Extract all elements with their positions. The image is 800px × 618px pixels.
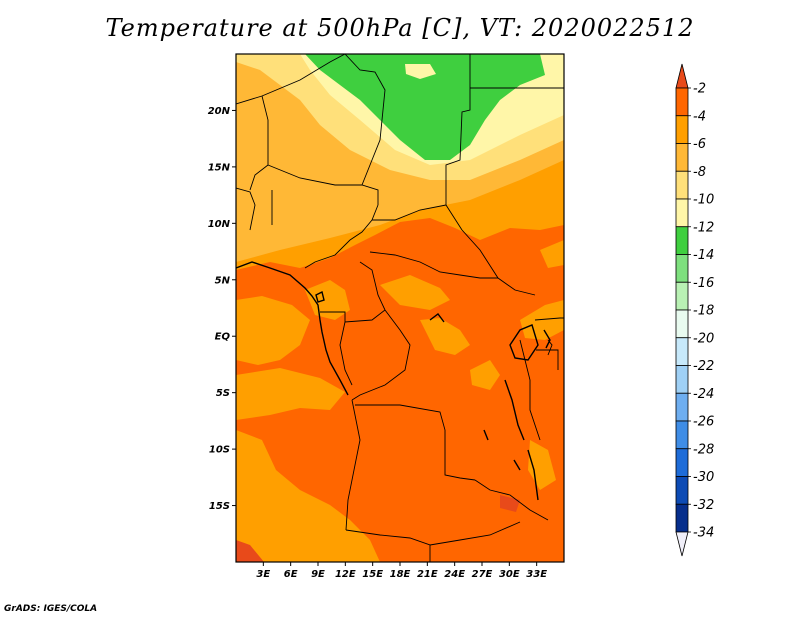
lon-tick-label: 3E bbox=[256, 569, 270, 580]
colorbar-box bbox=[675, 420, 689, 450]
lat-tick-label: 20N bbox=[208, 106, 231, 117]
colorbar-box bbox=[675, 476, 689, 505]
colorbar-box bbox=[675, 448, 689, 477]
lon-tick-label: 6E bbox=[284, 569, 298, 580]
colorbar-box bbox=[675, 170, 689, 200]
lon-tick-label: 33E bbox=[526, 569, 547, 580]
colorbar-label: -22 bbox=[693, 359, 714, 374]
lon-tick-label: 9E bbox=[311, 569, 325, 580]
colorbar-box bbox=[675, 503, 689, 533]
country-borders bbox=[236, 54, 564, 562]
colorbar-label: -12 bbox=[693, 220, 714, 235]
colorbar-label: -20 bbox=[693, 331, 714, 346]
colorbar-box bbox=[675, 143, 689, 172]
colorbar-box bbox=[675, 198, 689, 228]
longitude-axis: 3E 6E 9E 12E 15E 18E 21E 24E 27E 30E 33E bbox=[256, 562, 547, 580]
colorbar-label: -8 bbox=[693, 165, 706, 180]
colorbar-box bbox=[675, 365, 689, 394]
latitude-axis: 20N 15N 10N 5N EQ 5S 10S 15S bbox=[208, 106, 236, 512]
credit-text: GrADS: IGES/COLA bbox=[4, 604, 98, 614]
lon-tick-label: 12E bbox=[335, 569, 356, 580]
lat-tick-label: 10S bbox=[209, 445, 230, 456]
lon-tick-label: 24E bbox=[444, 569, 465, 580]
colorbar-label: -2 bbox=[693, 82, 706, 97]
colorbar-box bbox=[675, 254, 689, 283]
lon-tick-label: 21E bbox=[417, 569, 438, 580]
colorbar-box bbox=[675, 87, 689, 117]
colorbar-label: -26 bbox=[693, 415, 714, 430]
lon-tick-label: 30E bbox=[499, 569, 520, 580]
colorbar-box bbox=[675, 281, 689, 311]
colorbar-top-triangle bbox=[675, 63, 689, 89]
colorbar-label: -18 bbox=[693, 304, 714, 319]
colorbar-label: -30 bbox=[693, 470, 714, 485]
lat-tick-label: 15S bbox=[209, 501, 230, 512]
colorbar-label: -16 bbox=[693, 276, 714, 291]
lon-tick-label: 15E bbox=[362, 569, 383, 580]
temperature-field bbox=[236, 54, 564, 562]
coastline-and-lakes bbox=[236, 261, 551, 501]
colorbar-label: -10 bbox=[693, 193, 714, 208]
colorbar-label: -24 bbox=[693, 387, 714, 402]
lon-tick-label: 27E bbox=[472, 569, 493, 580]
colorbar-label: -28 bbox=[693, 442, 714, 457]
colorbar-box bbox=[675, 115, 689, 144]
lat-tick-label: EQ bbox=[215, 332, 231, 343]
colorbar-box bbox=[675, 337, 689, 366]
colorbar-label: -6 bbox=[693, 137, 706, 152]
colorbar-label: -4 bbox=[693, 109, 706, 124]
colorbar-box bbox=[675, 392, 689, 422]
colorbar-label: -32 bbox=[693, 498, 714, 513]
map-title: Temperature at 500hPa [C], VT: 202002251… bbox=[105, 14, 695, 42]
lat-tick-label: 15N bbox=[208, 162, 231, 173]
lat-tick-label: 5N bbox=[215, 275, 231, 286]
lon-tick-label: 18E bbox=[390, 569, 411, 580]
colorbar-box bbox=[675, 309, 689, 339]
lat-tick-label: 10N bbox=[208, 219, 231, 230]
colorbar-label: -34 bbox=[693, 526, 714, 541]
colorbar-label: -14 bbox=[693, 248, 714, 263]
lat-tick-label: 5S bbox=[216, 388, 230, 399]
colorbar: -2 -4 -6 -8 -10 -12 -14 -16 -18 -20 -22 -24 -26 -28 -3… bbox=[675, 63, 714, 557]
colorbar-box bbox=[675, 226, 689, 255]
colorbar-bottom-triangle bbox=[675, 531, 689, 557]
